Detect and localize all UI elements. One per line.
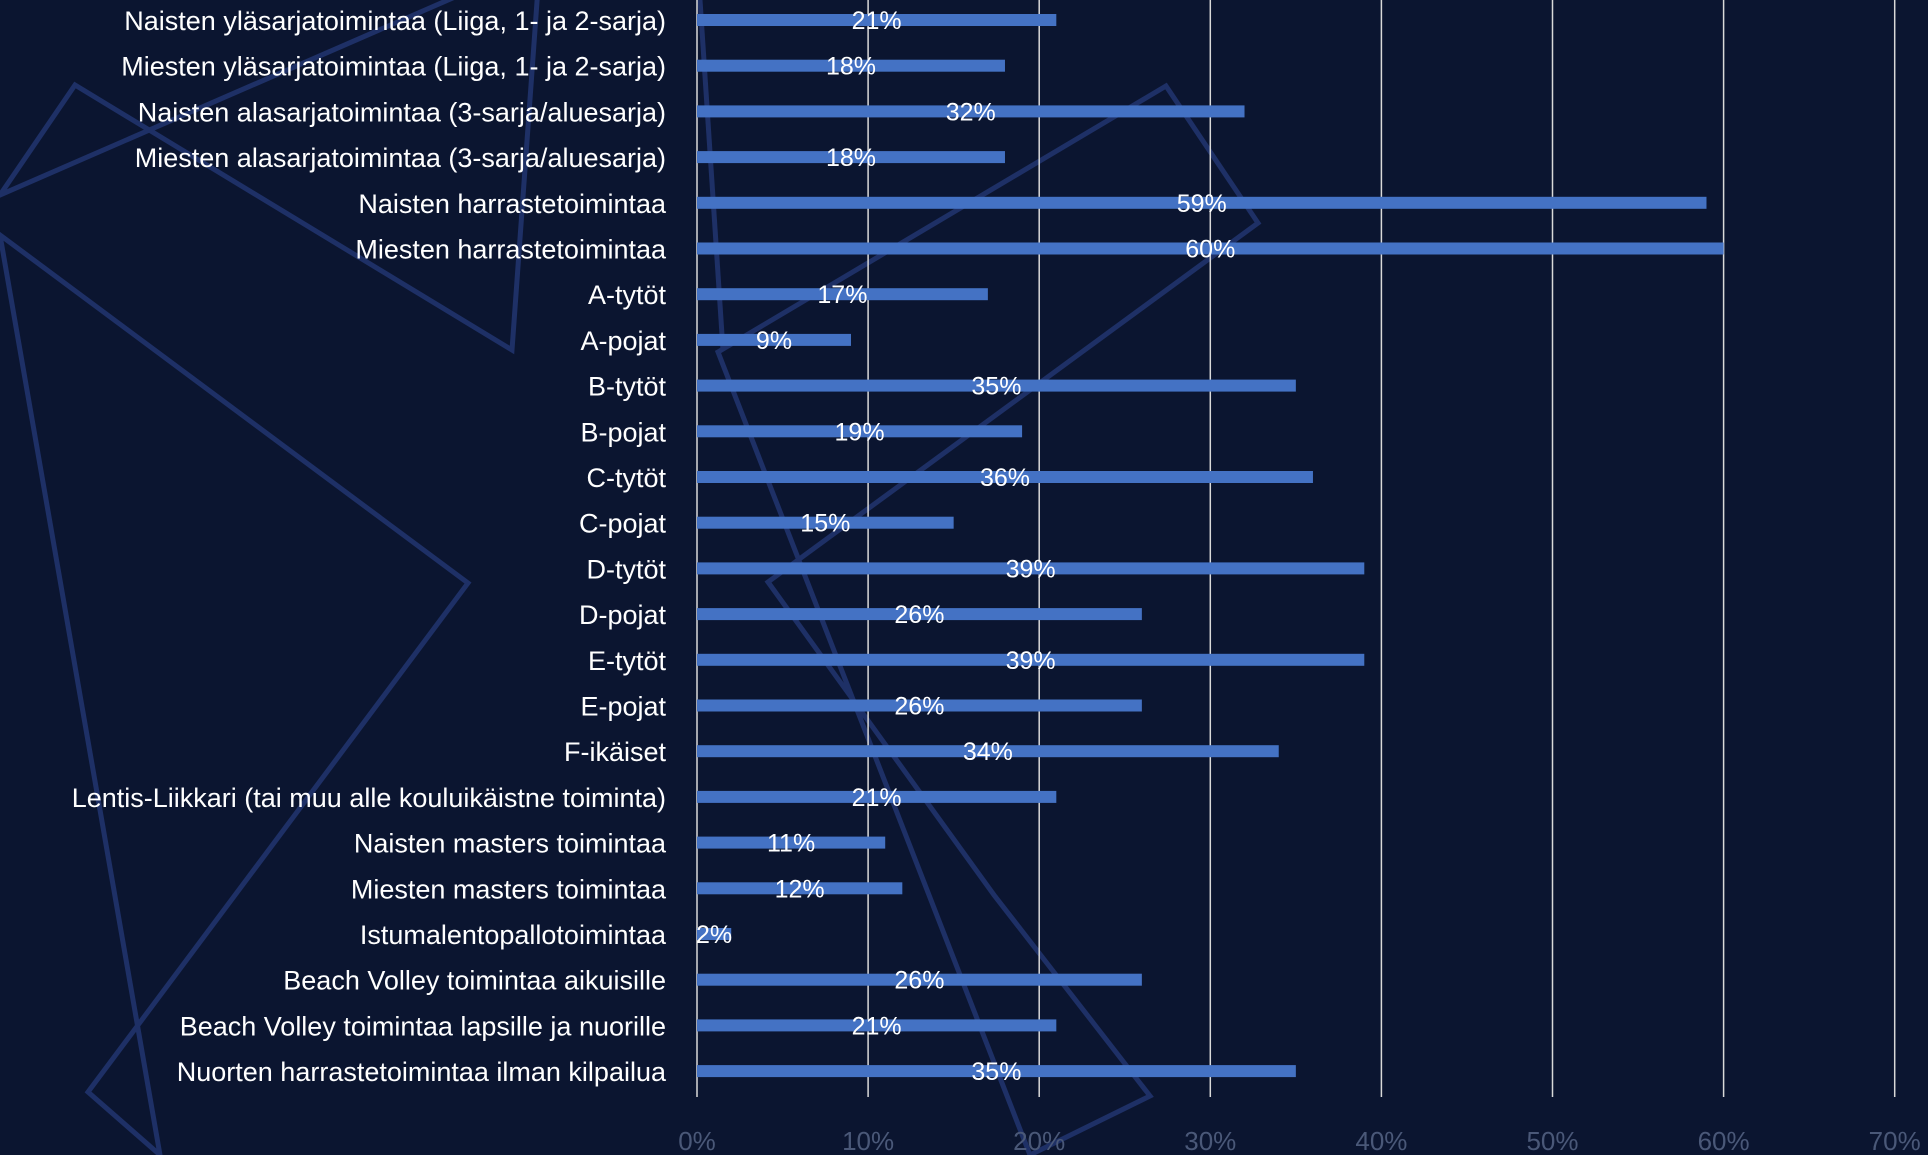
category-label: A-pojat <box>580 326 666 356</box>
category-label: E-tytöt <box>588 646 667 676</box>
x-tick-label: 30% <box>1184 1126 1236 1155</box>
x-tick-label: 50% <box>1526 1126 1578 1155</box>
bar <box>697 882 903 895</box>
data-label: 12% <box>775 875 825 903</box>
category-label: D-pojat <box>579 600 667 630</box>
data-label: 11% <box>767 830 815 858</box>
category-label: Miesten yläsarjatoimintaa (Liiga, 1- ja … <box>121 52 666 82</box>
x-tick-label: 70% <box>1869 1126 1921 1155</box>
category-label: D-tytöt <box>586 554 666 584</box>
category-label: Naisten alasarjatoimintaa (3-sarja/alues… <box>138 97 666 127</box>
category-label: Miesten masters toimintaa <box>351 874 667 904</box>
category-label: A-tytöt <box>588 280 667 310</box>
data-label: 21% <box>852 1012 902 1040</box>
bar <box>697 288 988 301</box>
data-label: 35% <box>971 1058 1021 1086</box>
category-label: B-pojat <box>580 417 666 447</box>
bar <box>697 105 1245 118</box>
data-label: 18% <box>826 53 876 81</box>
x-tick-label: 20% <box>1013 1126 1065 1155</box>
bar <box>697 653 1365 666</box>
bar <box>697 699 1142 712</box>
data-label: 9% <box>756 327 792 355</box>
category-label: Beach Volley toimintaa lapsille ja nuori… <box>180 1011 666 1041</box>
x-tick-label: 40% <box>1355 1126 1407 1155</box>
bar <box>697 333 851 346</box>
data-label: 21% <box>852 7 902 35</box>
x-tick-label: 0% <box>678 1126 716 1155</box>
category-label: Naisten masters toimintaa <box>354 829 667 859</box>
category-label: C-pojat <box>579 509 667 539</box>
category-label: Nuorten harrastetoimintaa ilman kilpailu… <box>177 1057 667 1087</box>
bar <box>697 14 1057 26</box>
bar <box>697 790 1057 803</box>
bar <box>697 425 1023 438</box>
bar <box>697 196 1707 209</box>
category-label: Istumalentopallotoimintaa <box>360 920 667 950</box>
category-labels: Naisten yläsarjatoimintaa (Liiga, 1- ja … <box>72 6 667 1087</box>
bar <box>697 151 1005 164</box>
bar <box>697 242 1724 255</box>
category-label: Naisten yläsarjatoimintaa (Liiga, 1- ja … <box>124 6 666 36</box>
data-label: 19% <box>835 418 885 446</box>
data-label: 32% <box>946 98 996 126</box>
bar <box>697 1019 1057 1032</box>
category-label: Beach Volley toimintaa aikuisille <box>283 966 666 996</box>
bar <box>697 59 1005 72</box>
data-label: 21% <box>852 784 902 812</box>
gridlines <box>696 0 1896 1097</box>
data-label: 34% <box>963 738 1013 766</box>
data-label: 60% <box>1185 236 1235 264</box>
data-labels: 21% 18% 32% 18% 59% 60% 17% 9% 35% 19% 36% 15% 39% 26… <box>696 7 1235 1086</box>
bar <box>697 836 886 849</box>
data-label: 26% <box>894 693 944 721</box>
category-label: C-tytöt <box>586 463 666 493</box>
bar <box>697 471 1313 483</box>
data-label: 35% <box>971 373 1021 401</box>
data-label: 15% <box>800 510 850 538</box>
bar <box>697 745 1279 758</box>
decor-shape-1 <box>0 0 540 355</box>
data-label: 18% <box>826 144 876 172</box>
x-axis-tick-labels: 0% 10% 20% 30% 40% 50% 60% 70% <box>678 1126 1921 1155</box>
bar <box>697 1065 1296 1078</box>
data-label: 26% <box>894 601 944 629</box>
bar <box>697 973 1142 986</box>
category-label: Miesten harrastetoimintaa <box>355 235 667 265</box>
category-label: E-pojat <box>580 692 666 722</box>
x-tick-label: 60% <box>1698 1126 1750 1155</box>
bar <box>697 928 732 940</box>
data-label: 39% <box>1006 555 1056 583</box>
bars <box>697 14 1724 1078</box>
data-label: 59% <box>1177 190 1227 218</box>
x-tick-label: 10% <box>842 1126 894 1155</box>
bar <box>697 516 954 529</box>
data-label: 26% <box>894 967 944 995</box>
category-label: F-ikäiset <box>564 737 667 767</box>
category-label: Miesten alasarjatoimintaa (3-sarja/alues… <box>135 143 666 173</box>
category-label: B-tytöt <box>588 372 667 402</box>
bar <box>697 562 1365 575</box>
data-label: 36% <box>980 464 1030 492</box>
data-label: 2% <box>696 921 732 949</box>
data-label: 17% <box>817 281 867 309</box>
category-label: Lentis-Liikkari (tai muu alle kouluikäis… <box>72 783 666 813</box>
category-label: Naisten harrastetoimintaa <box>358 189 667 219</box>
bar <box>697 379 1296 392</box>
decor-shape-2 <box>0 231 472 1155</box>
data-label: 39% <box>1006 647 1056 675</box>
bar <box>697 608 1142 621</box>
